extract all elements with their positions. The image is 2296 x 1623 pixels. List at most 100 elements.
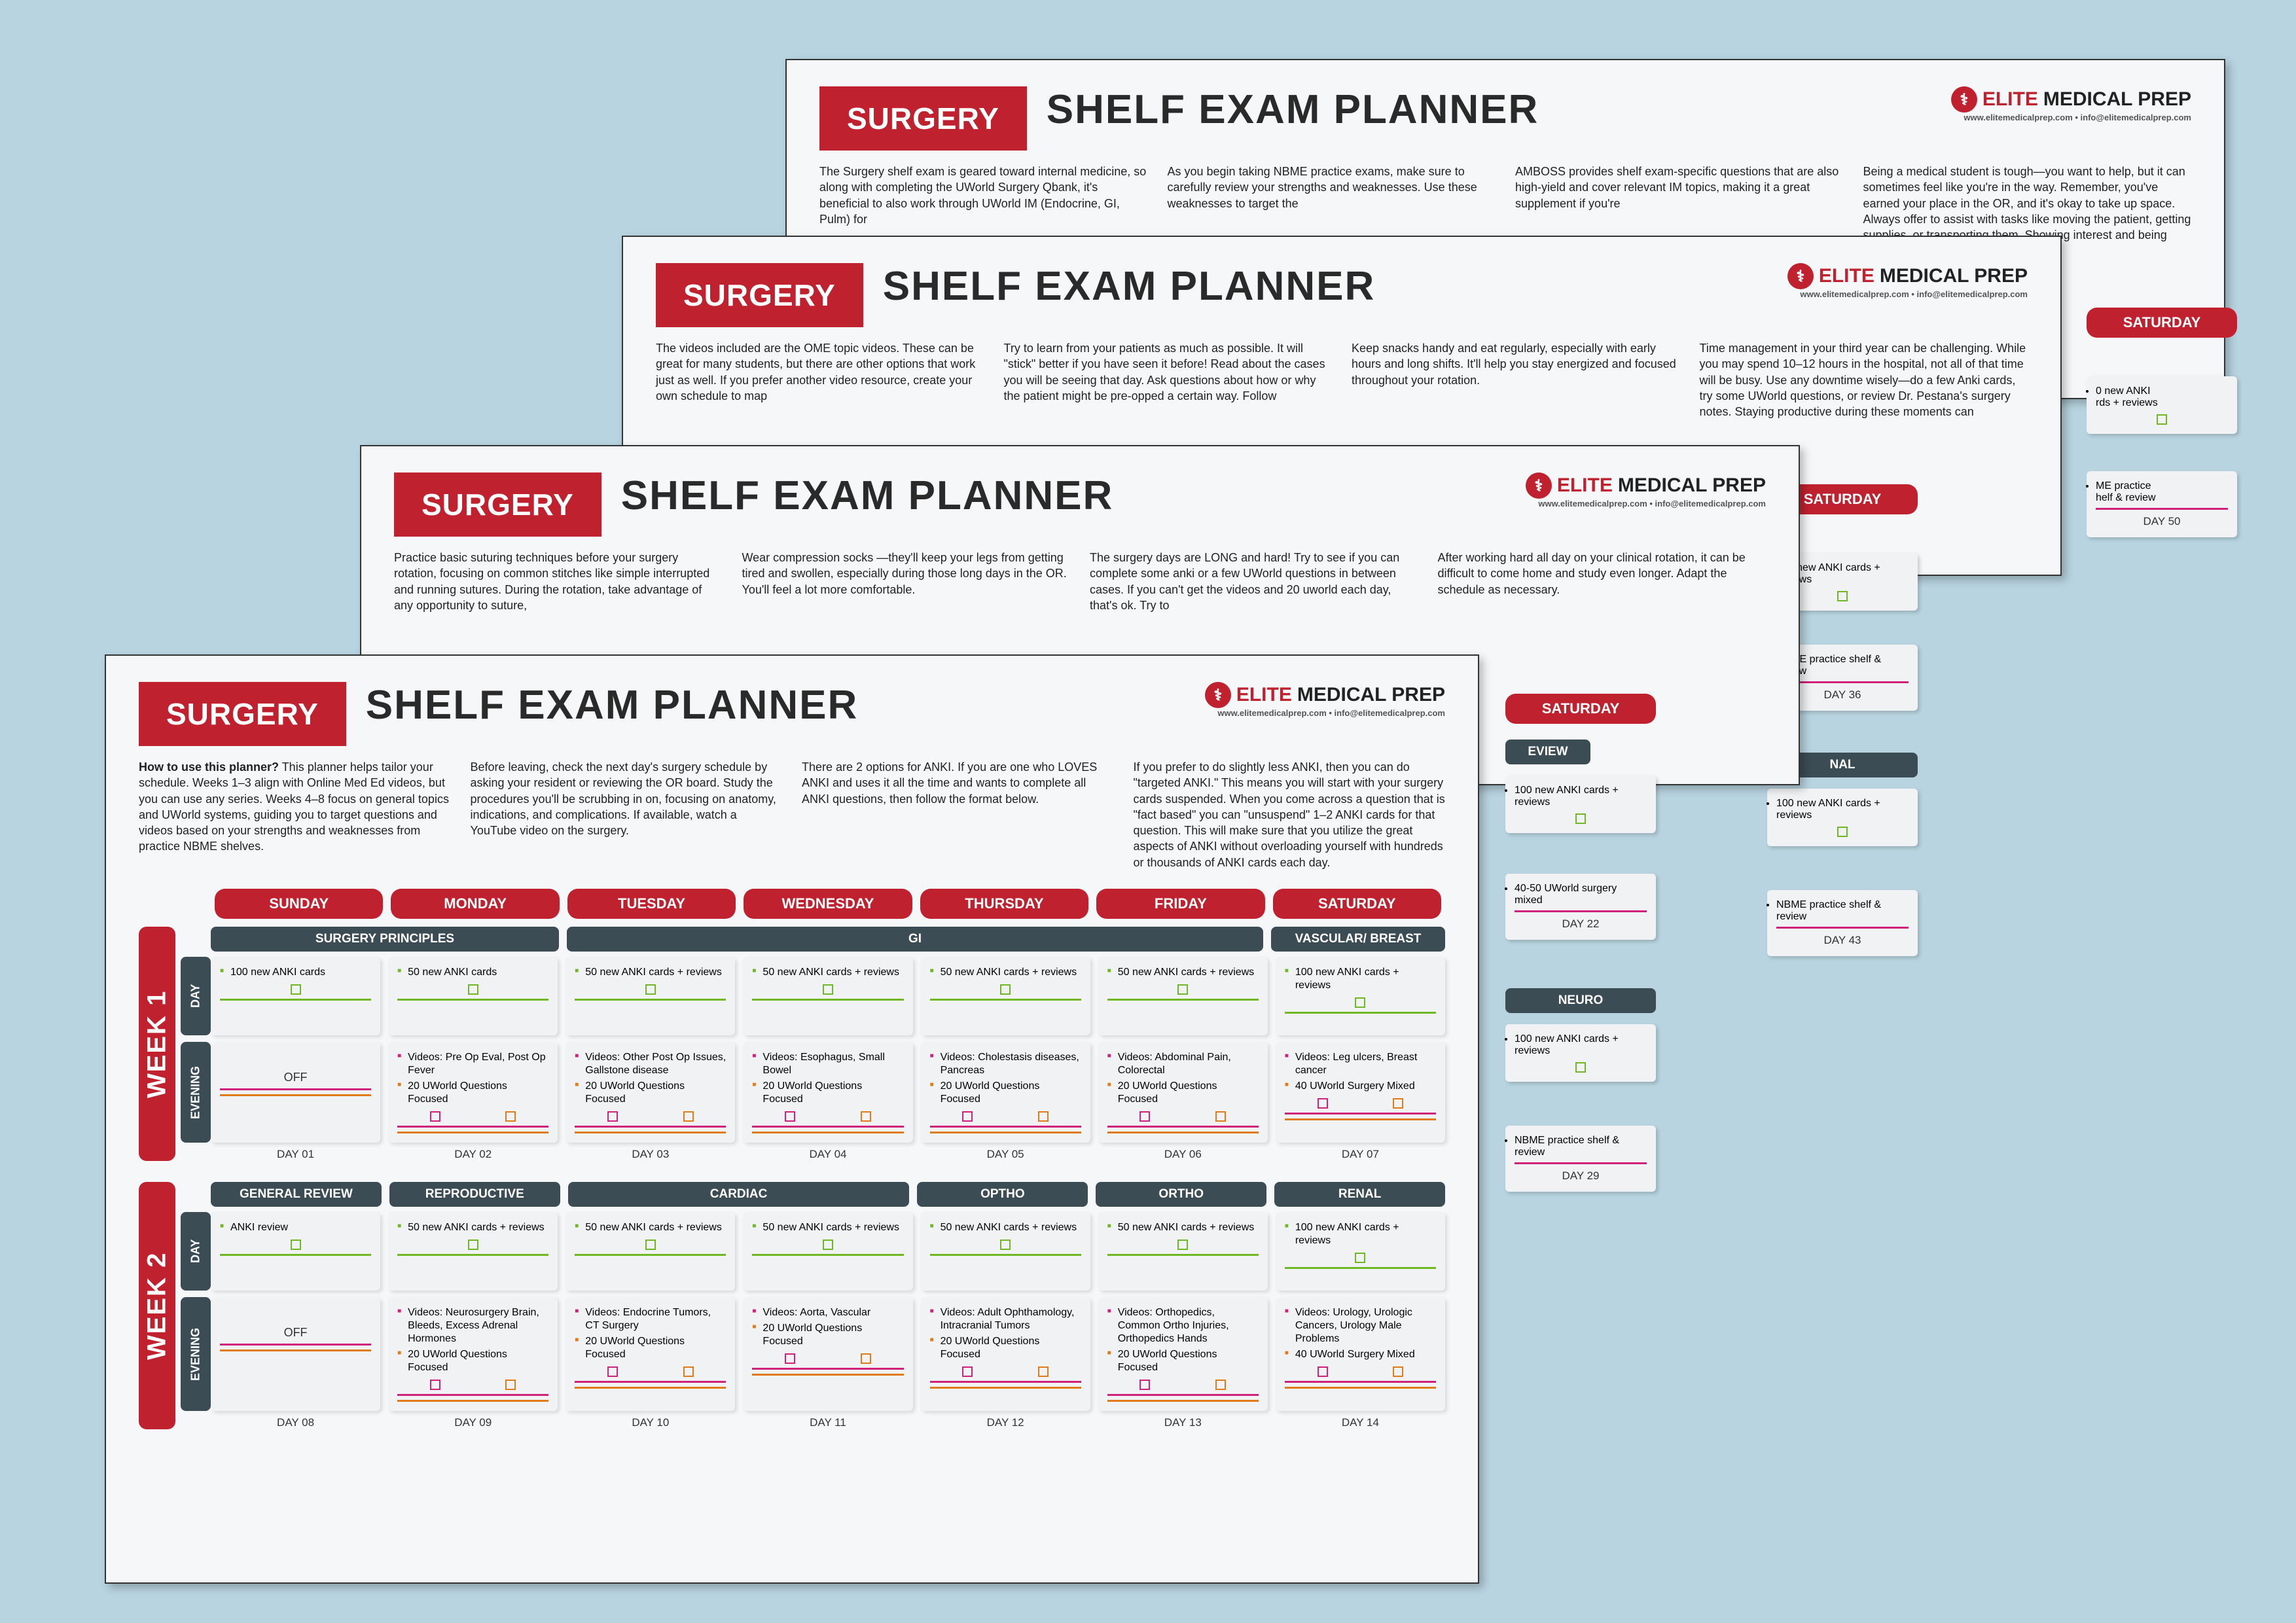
planner-title: SHELF EXAM PLANNER — [366, 682, 858, 728]
week-label: WEEK 2 — [139, 1182, 175, 1429]
day-cell: 50 new ANKI cards + reviews — [565, 957, 735, 1035]
topic-fragment: EVIEW — [1505, 740, 1590, 764]
week-label: WEEK 1 — [139, 927, 175, 1161]
week-2: WEEK 2 GENERAL REVIEWREPRODUCTIVECARDIAC… — [139, 1182, 1445, 1429]
day-cell: 100 new ANKI cards — [211, 957, 380, 1035]
tip-text: How to use this planner? This planner he… — [139, 759, 451, 870]
brand-logo: ⚕ELITEMEDICAL PREP www.elitemedicalprep.… — [1205, 682, 1445, 718]
caduceus-icon: ⚕ — [1526, 473, 1552, 499]
time-label-evening: EVENING — [181, 1297, 211, 1411]
evening-cell: Videos: Urology, Urologic Cancers, Urolo… — [1276, 1297, 1445, 1411]
day-header: THURSDAY — [920, 889, 1088, 919]
day-number: DAY 50 — [2096, 515, 2228, 528]
day-cell: 50 new ANKI cards + reviews — [1098, 957, 1268, 1035]
topic-bar: GENERAL REVIEW — [211, 1182, 382, 1207]
tip-text: The Surgery shelf exam is geared toward … — [819, 164, 1148, 243]
caduceus-icon: ⚕ — [1787, 263, 1814, 289]
card-fragment: 100 new ANKI cards + reviews — [1505, 776, 1656, 833]
planner-title: SHELF EXAM PLANNER — [883, 263, 1375, 310]
day-number: DAY 02 — [388, 1148, 558, 1161]
week-1: WEEK 1 SURGERY PRINCIPLESGIVASCULAR/ BRE… — [139, 927, 1445, 1161]
evening-cell: Videos: Abdominal Pain, Colorectal20 UWo… — [1098, 1042, 1268, 1143]
topic-bars: SURGERY PRINCIPLESGIVASCULAR/ BREAST — [211, 927, 1445, 952]
evening-cell: OFF — [211, 1042, 380, 1143]
day-cell: 50 new ANKI cards + reviews — [921, 1212, 1090, 1291]
surgery-badge: SURGERY — [139, 682, 346, 746]
day-number: DAY 01 — [211, 1148, 380, 1161]
day-number: DAY 06 — [1098, 1148, 1268, 1161]
evening-cell: Videos: Pre Op Eval, Post Op Fever20 UWo… — [388, 1042, 558, 1143]
evening-cell: OFF — [211, 1297, 380, 1411]
day-number: DAY 09 — [388, 1416, 558, 1429]
saturday-header-fragment: SATURDAY — [2087, 308, 2237, 338]
evening-cell: Videos: Endocrine Tumors, CT Surgery20 U… — [565, 1297, 735, 1411]
evening-cell: Videos: Cholestasis diseases, Pancreas20… — [921, 1042, 1090, 1143]
day-number: DAY 03 — [565, 1148, 735, 1161]
tip-text: The videos included are the OME topic vi… — [656, 340, 984, 419]
tip-text: There are 2 options for ANKI. If you are… — [802, 759, 1114, 870]
day-cell: 100 new ANKI cards + reviews — [1276, 957, 1445, 1035]
day-header: MONDAY — [391, 889, 559, 919]
tip-text: Wear compression socks —they'll keep you… — [742, 550, 1071, 613]
day-number: DAY 04 — [743, 1148, 912, 1161]
brand-logo: ⚕ELITEMEDICAL PREP www.elitemedicalprep.… — [1951, 86, 2191, 122]
day-number: DAY 29 — [1515, 1169, 1647, 1183]
topic-bar: ORTHO — [1096, 1182, 1266, 1207]
day-number: DAY 12 — [921, 1416, 1090, 1429]
card-fragment: 0 new ANKIrds + reviews — [2087, 376, 2237, 434]
topic-bar: VASCULAR/ BREAST — [1271, 927, 1445, 952]
tip-text: Keep snacks handy and eat regularly, esp… — [1352, 340, 1680, 419]
card-fragment: 100 new ANKI cards + reviews — [1767, 789, 1918, 846]
saturday-header-fragment: SATURDAY — [1505, 694, 1656, 724]
tip-row: How to use this planner? This planner he… — [139, 759, 1445, 870]
caduceus-icon: ⚕ — [1205, 682, 1231, 708]
day-cell: 50 new ANKI cards + reviews — [921, 957, 1090, 1035]
evening-cell: Videos: Esophagus, Small Bowel20 UWorld … — [743, 1042, 912, 1143]
card-fragment: NBME practice shelf & review DAY 29 — [1505, 1126, 1656, 1192]
evening-cell: Videos: Neurosurgery Brain, Bleeds, Exce… — [388, 1297, 558, 1411]
topic-bar: SURGERY PRINCIPLES — [211, 927, 559, 952]
planner-title: SHELF EXAM PLANNER — [621, 473, 1113, 519]
card-fragment: NBME practice shelf & review DAY 43 — [1767, 890, 1918, 956]
topic-bar: RENAL — [1274, 1182, 1445, 1207]
evening-cell: Videos: Adult Ophthamology, Intracranial… — [921, 1297, 1090, 1411]
surgery-badge: SURGERY — [819, 86, 1027, 151]
day-headers: SUNDAY MONDAY TUESDAY WEDNESDAY THURSDAY… — [211, 889, 1445, 919]
evening-cell: Videos: Other Post Op Issues, Gallstone … — [565, 1042, 735, 1143]
day-cell: 50 new ANKI cards + reviews — [565, 1212, 735, 1291]
topic-fragment: NEURO — [1505, 988, 1656, 1013]
day-number: DAY 11 — [743, 1416, 912, 1429]
tip-text: The surgery days are LONG and hard! Try … — [1090, 550, 1418, 613]
brand-logo: ⚕ELITEMEDICAL PREP www.elitemedicalprep.… — [1787, 263, 2028, 299]
day-cell: 50 new ANKI cards + reviews — [743, 1212, 912, 1291]
day-header: WEDNESDAY — [744, 889, 912, 919]
day-number: DAY 22 — [1515, 918, 1647, 931]
caduceus-icon: ⚕ — [1951, 86, 1977, 113]
day-number: DAY 05 — [921, 1148, 1090, 1161]
day-header: SATURDAY — [1273, 889, 1441, 919]
card-fragment: ME practicehelf & review DAY 50 — [2087, 471, 2237, 537]
tip-row: Practice basic suturing techniques befor… — [394, 550, 1766, 613]
tip-text: After working hard all day on your clini… — [1438, 550, 1767, 613]
tip-text: Being a medical student is tough—you wan… — [1863, 164, 2192, 243]
planner-title: SHELF EXAM PLANNER — [1047, 86, 1539, 133]
day-cell: 50 new ANKI cards + reviews — [743, 957, 912, 1035]
surgery-badge: SURGERY — [656, 263, 863, 327]
time-label-day: DAY — [181, 1212, 211, 1291]
tip-text: As you begin taking NBME practice exams,… — [1168, 164, 1496, 243]
day-number: DAY 13 — [1098, 1416, 1268, 1429]
tip-text: Before leaving, check the next day's sur… — [471, 759, 783, 870]
topic-bar: REPRODUCTIVE — [389, 1182, 560, 1207]
day-header: FRIDAY — [1096, 889, 1265, 919]
day-cell: 50 new ANKI cards + reviews — [388, 1212, 558, 1291]
time-label-evening: EVENING — [181, 1042, 211, 1143]
day-number: DAY 43 — [1776, 934, 1909, 947]
day-header: TUESDAY — [567, 889, 736, 919]
planner-sheet-1: SURGERY SHELF EXAM PLANNER ⚕ELITEMEDICAL… — [105, 654, 1479, 1584]
evening-cell: Videos: Orthopedics, Common Ortho Injuri… — [1098, 1297, 1268, 1411]
day-number: DAY 07 — [1276, 1148, 1445, 1161]
tip-row: The Surgery shelf exam is geared toward … — [819, 164, 2191, 243]
card-fragment: 40-50 UWorld surgery mixed DAY 22 — [1505, 874, 1656, 940]
evening-cell: Videos: Aorta, Vascular20 UWorld Questio… — [743, 1297, 912, 1411]
day-header: SUNDAY — [215, 889, 383, 919]
